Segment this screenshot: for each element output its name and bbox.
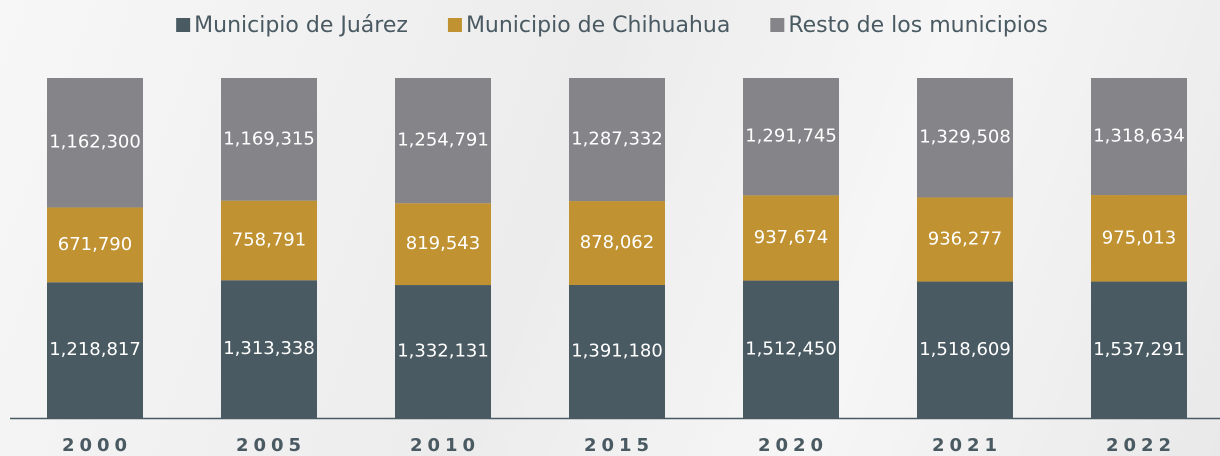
data-label: 1,254,791: [397, 130, 489, 151]
bar-segment: [47, 207, 143, 283]
bar-segment: [917, 78, 1013, 198]
bar-segment: [1091, 281, 1187, 418]
data-label: 937,674: [754, 227, 828, 248]
data-label: 1,329,508: [919, 127, 1011, 148]
data-label: 975,013: [1102, 227, 1176, 248]
bar-segment: [47, 282, 143, 418]
legend-swatch: [176, 18, 191, 32]
legend-label: Municipio de Chihuahua: [466, 13, 730, 38]
bar-segment: [395, 285, 491, 418]
bar-segment: [917, 197, 1013, 282]
data-label: 1,391,180: [571, 341, 663, 362]
bar-segment: [743, 78, 839, 196]
x-tick-label: 2022: [1106, 435, 1176, 456]
x-tick-label: 2015: [584, 435, 654, 456]
data-label: 1,162,300: [49, 132, 141, 153]
bar-segment: [395, 78, 491, 204]
bar-segment: [1091, 78, 1187, 196]
legend-label: Municipio de Juárez: [194, 13, 408, 38]
bar-segment: [743, 280, 839, 418]
x-tick-label: 2005: [236, 435, 306, 456]
bar-segment: [221, 200, 317, 281]
data-label: 1,318,634: [1093, 126, 1185, 147]
bar-segment: [743, 195, 839, 281]
data-label: 1,313,338: [223, 338, 315, 359]
x-tick-label: 2010: [410, 435, 480, 456]
data-label: 758,791: [232, 229, 306, 250]
x-tick-label: 2000: [62, 435, 132, 456]
data-label: 1,218,817: [49, 339, 141, 360]
x-tick-label: 2021: [932, 435, 1002, 456]
bar-segment: [221, 78, 317, 201]
data-label: 1,518,609: [919, 339, 1011, 360]
bar-segment: [221, 280, 317, 418]
x-tick-label: 2020: [758, 435, 828, 456]
bar-segment: [569, 201, 665, 286]
legend-label: Resto de los municipios: [788, 13, 1048, 38]
legend-swatch: [447, 18, 462, 32]
data-label: 819,543: [406, 233, 480, 254]
data-label: 1,287,332: [571, 129, 663, 150]
bar-segment: [917, 281, 1013, 418]
data-label: 1,512,450: [745, 338, 837, 359]
data-label: 878,062: [580, 232, 654, 253]
bar-segment: [395, 203, 491, 286]
bar-segment: [47, 78, 143, 208]
data-label: 1,169,315: [223, 128, 315, 149]
data-label: 1,332,131: [397, 341, 489, 362]
data-label: 671,790: [58, 234, 132, 255]
bar-segment: [569, 78, 665, 202]
legend-swatch: [770, 18, 785, 32]
data-label: 1,291,745: [745, 126, 837, 147]
bar-segment: [1091, 195, 1187, 282]
bar-segment: [569, 285, 665, 418]
data-label: 1,537,291: [1093, 339, 1185, 360]
data-label: 936,277: [928, 229, 1002, 250]
